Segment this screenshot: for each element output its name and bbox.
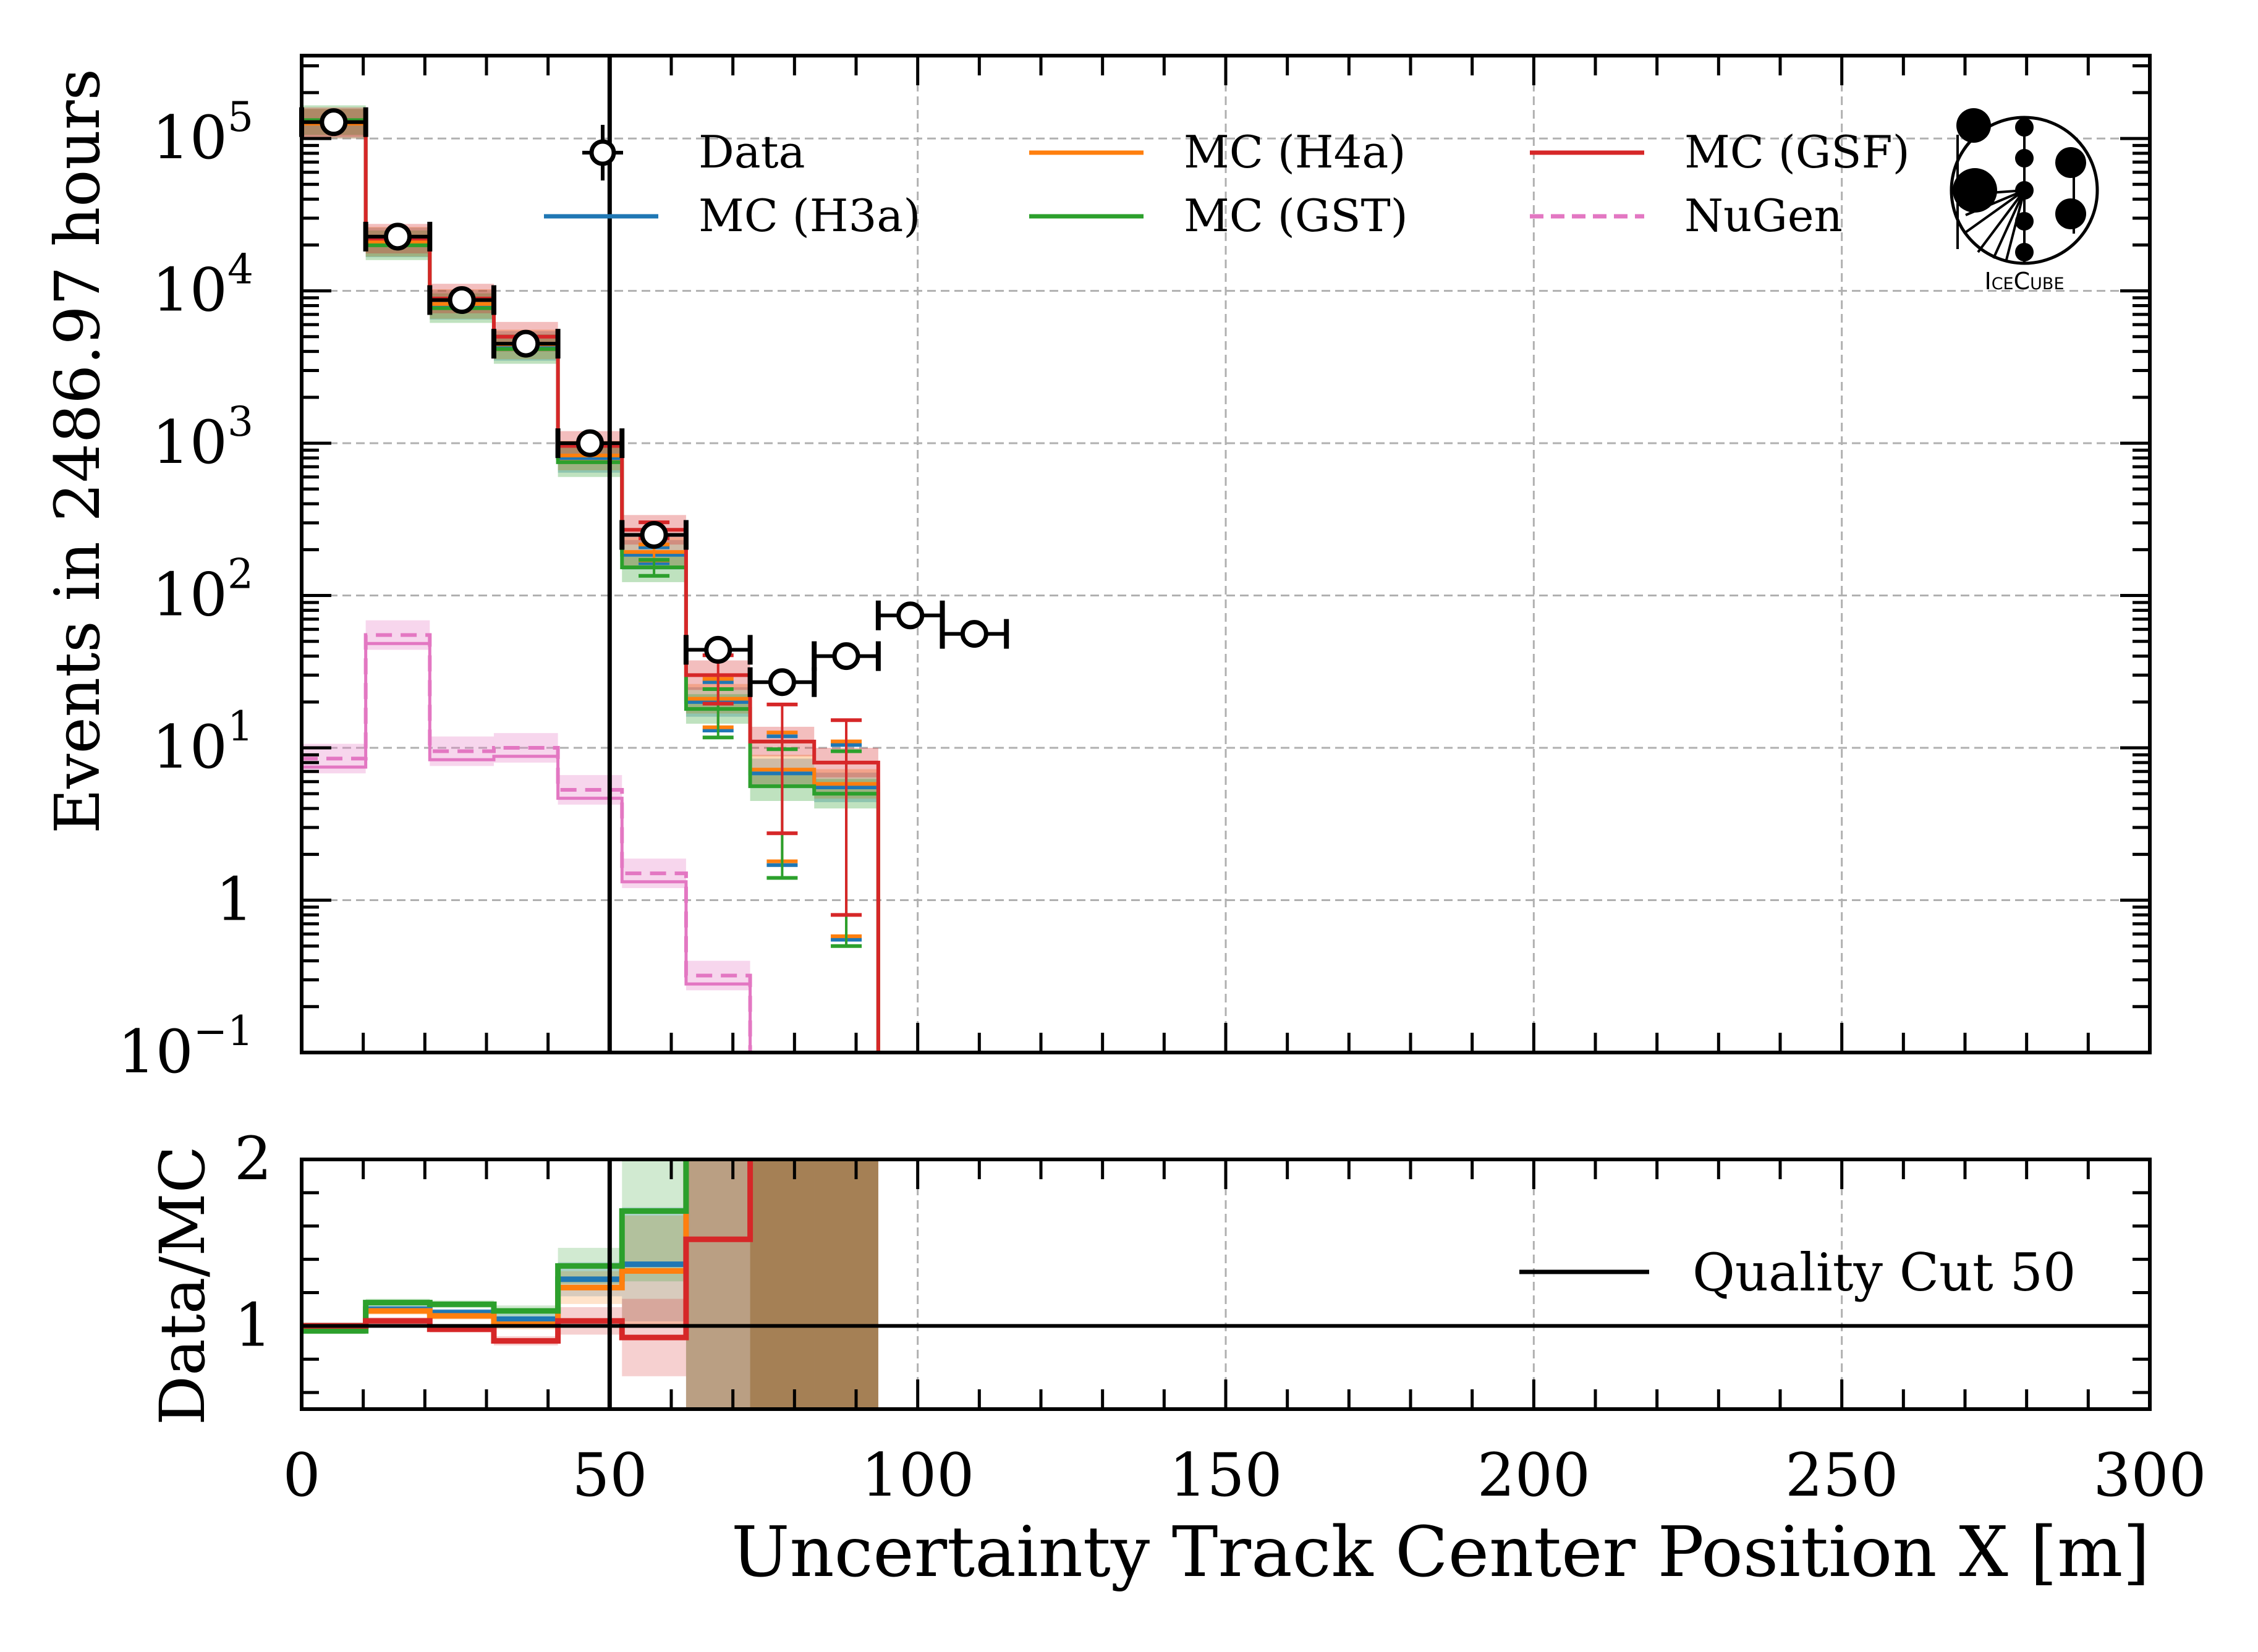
data-point xyxy=(896,601,925,630)
xtick-label: 50 xyxy=(572,1441,647,1510)
legend-item: MC (H3a) xyxy=(544,190,920,242)
ytick-exponent: 4 xyxy=(227,246,253,294)
legend-data-marker xyxy=(589,139,616,166)
legend-label: NuGen xyxy=(1684,190,1843,242)
legend-item: Data xyxy=(582,125,805,180)
ytick-label: 104 xyxy=(152,246,253,325)
ratio-ytick-label: 1 xyxy=(234,1290,272,1360)
xtick-label: 150 xyxy=(1169,1441,1282,1510)
icecube-logo-icon: IceCube xyxy=(1950,108,2099,295)
legend-item: MC (H4a) xyxy=(1029,126,1406,178)
xtick-label: 0 xyxy=(282,1441,320,1510)
uncertainty-band xyxy=(493,733,558,763)
ytick-exponent: 2 xyxy=(227,551,253,598)
series-line xyxy=(302,122,880,1053)
logo-text: IceCube xyxy=(1985,268,2065,295)
ratio-band xyxy=(685,1159,750,1409)
data-point xyxy=(383,222,412,251)
ratio-panel: 12 Data/MC Quality Cut 50 xyxy=(146,1124,2152,1425)
series-line-nugen xyxy=(302,633,752,1053)
data-point xyxy=(640,520,668,549)
xlabel: Uncertainty Track Center Position X [m] xyxy=(731,1512,2150,1593)
ratio-line xyxy=(302,1159,753,1344)
ytick-label: 10−1 xyxy=(118,1007,253,1087)
ratio-ytick-labels: 12 xyxy=(234,1124,272,1360)
legend-label: MC (GSF) xyxy=(1684,126,1910,178)
legend-label: MC (GST) xyxy=(1184,190,1408,242)
ytick-label: 101 xyxy=(152,703,253,782)
data-point xyxy=(575,429,604,457)
ratio-series xyxy=(302,1159,753,1344)
ratio-overflow-band xyxy=(750,1159,878,1409)
ratio-ylabel: Data/MC xyxy=(146,1146,219,1425)
data-point xyxy=(960,620,988,648)
ytick-exponent: 1 xyxy=(227,703,253,750)
ratio-ticks xyxy=(300,1158,2152,1409)
legend-item: NuGen xyxy=(1530,190,1843,242)
ytick-label: 1 xyxy=(216,865,253,934)
legend-item: MC (GSF) xyxy=(1530,126,1910,178)
ytick-label: 105 xyxy=(152,93,253,172)
legend-label: Data xyxy=(698,126,805,178)
ratio-band xyxy=(685,1159,750,1409)
series-line xyxy=(302,122,880,1053)
ratio-line xyxy=(302,1159,689,1334)
legend-item: MC (GST) xyxy=(1029,190,1408,242)
ratio-band xyxy=(622,1159,686,1282)
ytick-exponent: 3 xyxy=(227,398,253,446)
uncertainty-band xyxy=(685,960,750,991)
ytick-exponent: 5 xyxy=(227,93,253,141)
legend-label: MC (H4a) xyxy=(1184,126,1406,178)
data-point xyxy=(832,642,860,671)
ratio-ytick-label: 2 xyxy=(234,1124,272,1193)
xtick-label: 100 xyxy=(861,1441,974,1510)
ratio-axes-frame xyxy=(300,1158,2152,1411)
data-point xyxy=(448,286,476,314)
series-line-nugen-solid xyxy=(302,642,752,1053)
ratio-bands xyxy=(302,1159,878,1409)
main-ylabel: Events in 2486.97 hours xyxy=(41,69,114,834)
ratio-legend-label: Quality Cut 50 xyxy=(1692,1242,2076,1303)
legend: Data MC (H3a) MC (H4a) MC (GST) MC (GSF) NuGe… xyxy=(544,125,1910,242)
xtick-labels: 0 50 100 150 200 250 300 xyxy=(282,1441,2206,1510)
ytick-exponent: −1 xyxy=(193,1007,253,1055)
main-series xyxy=(302,118,880,1053)
ytick-label: 102 xyxy=(152,551,253,630)
data-point xyxy=(512,329,540,358)
uncertainty-band xyxy=(365,620,430,650)
main-ticks xyxy=(300,56,2152,1054)
ratio-band xyxy=(685,1159,750,1409)
xtick-label: 300 xyxy=(2093,1441,2206,1510)
ratio-band xyxy=(685,1159,750,1409)
main-axes-frame xyxy=(300,54,2152,1054)
ytick-label: 103 xyxy=(152,398,253,477)
xtick-label: 250 xyxy=(1785,1441,1898,1510)
data-point xyxy=(320,108,348,137)
legend-label: MC (H3a) xyxy=(698,190,920,242)
series-line xyxy=(302,118,880,1053)
xtick-label: 200 xyxy=(1477,1441,1590,1510)
ratio-legend: Quality Cut 50 xyxy=(1519,1242,2076,1303)
series-line xyxy=(302,120,880,1053)
data-point xyxy=(768,668,796,697)
data-point xyxy=(704,635,732,664)
